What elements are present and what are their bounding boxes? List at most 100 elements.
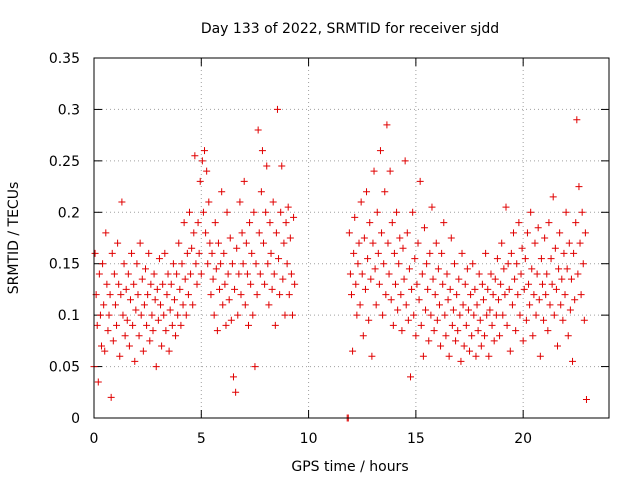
data-point	[351, 213, 359, 221]
data-point	[393, 208, 401, 216]
data-point	[478, 280, 486, 288]
data-point	[500, 265, 508, 273]
data-point	[120, 260, 128, 268]
data-point	[577, 291, 585, 299]
data-point	[394, 306, 402, 314]
data-point	[146, 337, 154, 345]
data-point	[182, 311, 190, 319]
data-point	[188, 244, 196, 252]
data-point	[542, 291, 550, 299]
data-point	[379, 311, 387, 319]
data-point	[476, 316, 484, 324]
data-point	[280, 239, 288, 247]
data-point	[269, 198, 277, 206]
data-point	[513, 260, 521, 268]
data-point	[181, 275, 189, 283]
data-point	[369, 239, 377, 247]
data-point	[106, 291, 114, 299]
data-point	[242, 239, 250, 247]
data-point	[487, 270, 495, 278]
data-point	[522, 316, 530, 324]
data-point	[453, 291, 461, 299]
data-point	[223, 208, 231, 216]
data-point	[125, 342, 133, 350]
data-point	[555, 265, 563, 273]
data-point	[291, 280, 299, 288]
data-point	[433, 316, 441, 324]
plot-frame	[93, 57, 610, 419]
data-point	[575, 183, 583, 191]
data-point	[413, 280, 421, 288]
data-point	[208, 249, 216, 257]
data-point	[353, 311, 361, 319]
data-point	[537, 255, 545, 263]
data-point	[225, 296, 233, 304]
data-point	[354, 260, 362, 268]
data-point	[350, 249, 358, 257]
data-point	[507, 249, 515, 257]
data-point	[459, 301, 467, 309]
x-axis-label: GPS time / hours	[291, 459, 408, 475]
data-point	[488, 321, 496, 329]
data-point	[395, 260, 403, 268]
data-point	[462, 321, 470, 329]
data-point	[122, 285, 130, 293]
data-point	[385, 270, 393, 278]
data-point	[444, 296, 452, 304]
data-point	[454, 327, 462, 335]
data-point	[492, 311, 500, 319]
data-point	[260, 239, 268, 247]
data-point	[124, 270, 132, 278]
data-points	[90, 105, 590, 422]
data-point	[234, 311, 242, 319]
data-point	[496, 332, 504, 340]
data-point	[210, 311, 218, 319]
data-point	[256, 270, 264, 278]
data-point	[153, 285, 161, 293]
data-point	[172, 332, 180, 340]
data-point	[403, 229, 411, 237]
data-point	[431, 291, 439, 299]
data-point	[414, 239, 422, 247]
data-point	[226, 234, 234, 242]
data-point	[424, 285, 432, 293]
data-point	[493, 255, 501, 263]
data-point	[554, 342, 561, 350]
data-point	[164, 270, 172, 278]
data-point	[532, 311, 540, 319]
y-tick-label: 0.1	[58, 308, 80, 324]
data-point	[525, 280, 533, 288]
data-point	[267, 249, 275, 257]
data-point	[180, 219, 188, 227]
data-point	[99, 260, 107, 268]
y-tick-label: 0.2	[58, 205, 80, 221]
data-point	[557, 301, 565, 309]
data-point	[469, 260, 477, 268]
data-point	[408, 285, 416, 293]
data-point	[517, 270, 525, 278]
data-point	[139, 347, 147, 355]
data-point	[427, 311, 435, 319]
data-point	[370, 167, 378, 175]
data-point	[258, 147, 266, 155]
data-point	[497, 280, 505, 288]
data-point	[248, 249, 256, 257]
data-point	[184, 291, 192, 299]
data-point	[239, 260, 247, 268]
data-point	[400, 275, 408, 283]
data-point	[428, 203, 436, 211]
data-point	[519, 337, 527, 345]
data-point	[425, 337, 433, 345]
data-point	[483, 311, 491, 319]
data-point	[245, 321, 252, 329]
data-point	[467, 291, 475, 299]
data-point	[535, 296, 543, 304]
y-tick-label: 0.15	[49, 257, 80, 273]
data-point	[534, 224, 542, 232]
data-point	[159, 280, 167, 288]
data-point	[355, 239, 363, 247]
data-point	[567, 275, 575, 283]
data-point	[523, 229, 531, 237]
data-point	[456, 311, 464, 319]
data-point	[178, 260, 186, 268]
